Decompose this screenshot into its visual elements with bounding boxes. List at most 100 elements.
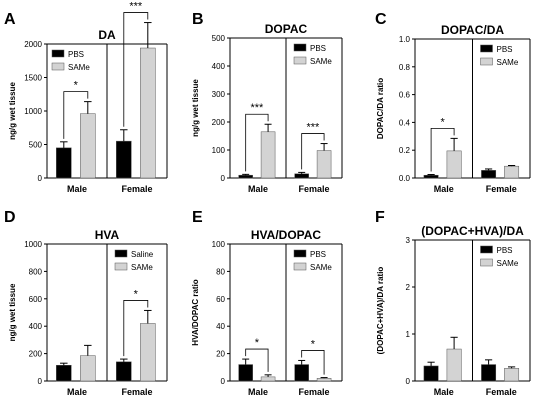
significance-bracket	[123, 300, 149, 357]
legend-label: SAMe	[68, 63, 90, 72]
significance-bracket	[301, 350, 325, 375]
y-tick-label: 0.2	[399, 146, 411, 155]
bar-same-male	[260, 131, 276, 179]
y-axis-label: ng/g wet tissue	[191, 79, 200, 137]
y-tick-label: 500	[29, 141, 43, 150]
legend-swatch-same	[114, 262, 128, 271]
x-category-label: Male	[248, 387, 268, 397]
y-tick-label: 20	[216, 350, 225, 359]
legend-label: SAMe	[310, 263, 332, 272]
significance-marker: *	[74, 80, 79, 92]
panel-d: D HVA ng/g wet tissue 0 200 400 600 800 1000 Male…	[4, 209, 168, 397]
legend-label: SAMe	[310, 57, 332, 66]
significance-bracket	[301, 133, 325, 170]
significance-marker: *	[255, 337, 260, 349]
panel-a: A DA ng/g wet tissue 0 500 1000 1500 2000 Male * F…	[4, 1, 168, 194]
significance-marker: *	[440, 116, 445, 128]
chart-title: DOPAC	[265, 22, 308, 36]
bar-same-male	[260, 376, 276, 382]
legend-swatch-same	[293, 262, 307, 271]
panel-letter: D	[4, 209, 16, 226]
x-category-label: Male	[248, 184, 268, 194]
y-tick-label: 1	[406, 330, 411, 339]
bar-pbs-female	[481, 170, 497, 179]
chart-title: DA	[98, 28, 116, 42]
y-tick-label: 800	[29, 267, 43, 276]
y-tick-label: 0	[38, 377, 43, 386]
bar-pbs-male	[238, 364, 253, 382]
bar-pbs-female	[116, 140, 132, 179]
bar-pbs-female	[294, 364, 309, 382]
legend-swatch-pbs	[480, 245, 493, 254]
legend-swatch-same	[480, 57, 493, 66]
legend-label: SAMe	[497, 58, 519, 67]
bar-pbs-female	[294, 173, 309, 179]
bar-same-male	[446, 150, 462, 179]
x-category-label: Female	[121, 387, 152, 397]
bar-pbs-male	[56, 147, 72, 179]
panel-letter: F	[375, 209, 385, 226]
significance-bracket	[245, 348, 269, 372]
significance-marker: ***	[129, 1, 143, 13]
panel-letter: C	[375, 11, 387, 28]
y-tick-label: 2	[406, 283, 411, 292]
legend-label: PBS	[497, 246, 513, 255]
legend-swatch-same	[293, 56, 307, 65]
chart-title: HVA/DOPAC	[251, 228, 322, 242]
bar-saline-female	[116, 361, 132, 382]
legend-label: PBS	[310, 250, 326, 259]
bar-same-female	[504, 368, 520, 382]
y-tick-label: 100	[212, 146, 226, 155]
x-category-label: Female	[121, 184, 152, 194]
legend-label: PBS	[497, 45, 513, 54]
y-tick-label: 0.8	[399, 63, 411, 72]
panel-e: E HVA/DOPAC HVA/DOPAC ratio 0 20 40 60 80 100 Mal…	[191, 209, 343, 397]
y-tick-label: 300	[212, 90, 226, 99]
panel-letter: B	[192, 11, 204, 28]
x-category-label: Male	[434, 387, 454, 397]
significance-bracket	[63, 91, 89, 139]
y-tick-label: 200	[29, 350, 43, 359]
bar-same-female	[504, 165, 520, 179]
bar-pbs-female	[481, 364, 497, 382]
bar-same-male	[80, 355, 96, 382]
panel-b: B DOPAC ng/g wet tissue 0 100 200 300 400 500 Mal…	[191, 11, 343, 194]
legend-swatch-pbs	[480, 44, 493, 53]
y-tick-label: 1500	[24, 74, 42, 83]
y-tick-label: 80	[216, 267, 225, 276]
legend-swatch-pbs	[51, 49, 65, 58]
y-tick-label: 500	[212, 34, 226, 43]
y-tick-label: 0	[221, 174, 226, 183]
y-axis-label: ng/g wet tissue	[8, 283, 17, 341]
legend-label: SAMe	[497, 259, 519, 268]
panel-c: C DOPAC/DA DOPAC/DA ratio 0.0 0.2 0.4 0.6 0.8 1.…	[375, 11, 531, 194]
y-tick-label: 40	[216, 322, 225, 331]
y-tick-label: 3	[406, 236, 411, 245]
y-tick-label: 400	[212, 62, 226, 71]
y-axis-label: HVA/DOPAC ratio	[191, 279, 200, 345]
bar-same-female	[316, 378, 332, 382]
bar-saline-male	[56, 364, 72, 382]
y-tick-label: 1000	[24, 107, 42, 116]
bar-pbs-male	[423, 365, 439, 382]
y-tick-label: 0.4	[399, 118, 411, 127]
y-tick-label: 1000	[24, 240, 42, 249]
legend-label: PBS	[310, 44, 326, 53]
x-category-label: Female	[298, 387, 329, 397]
bar-same-male	[80, 113, 96, 179]
significance-marker: *	[311, 338, 316, 350]
panel-letter: E	[192, 209, 203, 226]
legend-swatch-pbs	[293, 249, 307, 258]
x-category-label: Male	[434, 184, 454, 194]
bar-same-female	[140, 323, 156, 382]
panel-letter: A	[4, 11, 16, 28]
x-category-label: Female	[486, 184, 517, 194]
chart-title: DOPAC/DA	[441, 23, 504, 37]
y-axis-label: ng/g wet tissue	[8, 82, 17, 140]
x-category-label: Female	[486, 387, 517, 397]
y-tick-label: 0.6	[399, 91, 411, 100]
bar-same-female	[316, 150, 332, 179]
x-category-label: Female	[298, 184, 329, 194]
y-tick-label: 400	[29, 322, 43, 331]
